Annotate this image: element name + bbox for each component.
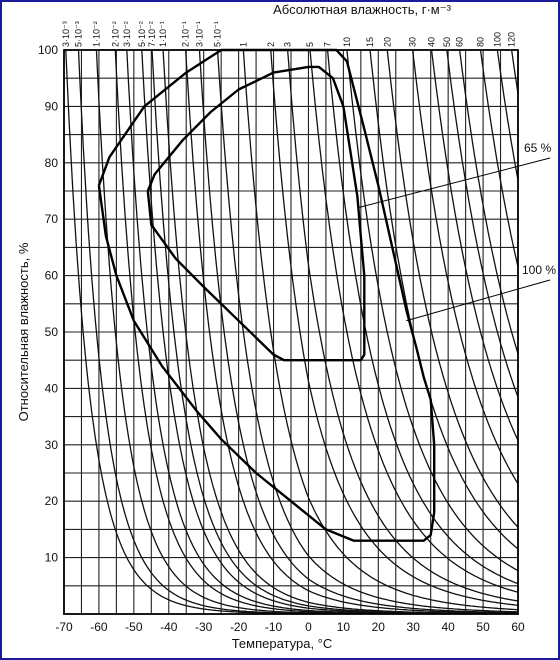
top-axis-tick-label: 1 (238, 42, 248, 47)
top-axis-tick-label: 1·10⁻¹ (158, 21, 168, 47)
x-tick-label: 20 (372, 620, 386, 634)
y-tick-labels: 10 20 30 40 50 60 70 80 90 100 (38, 43, 58, 565)
isoline-curve (412, 50, 518, 485)
top-axis-tick-label: 80 (476, 37, 486, 47)
top-axis-tick-label: 2·10⁻¹ (181, 21, 191, 47)
annotation-100-percent: 100 % (522, 263, 556, 277)
top-axis-tick-label: 40 (427, 37, 437, 47)
top-axis-tick-labels: 3·10⁻³ 5·10⁻³ 1·10⁻² 2·10⁻² 3·10⁻² 5·10⁻² 7·10… (61, 21, 517, 47)
top-axis-tick-label: 5·10⁻³ (73, 21, 83, 47)
top-axis-tick-label: 5·10⁻¹ (213, 21, 223, 47)
x-tick-label: -40 (160, 620, 178, 634)
isoline-curve (458, 50, 518, 354)
series-layer (97, 48, 436, 542)
isoline-curve (446, 50, 518, 398)
top-axis-tick-label: 30 (408, 37, 418, 47)
y-axis-label: Относительная влажность, % (16, 242, 31, 421)
top-axis-tick-label: 50 (442, 37, 452, 47)
x-axis-label: Температура, °C (232, 636, 333, 651)
x-tick-label: 30 (407, 620, 421, 634)
plot-border (63, 49, 519, 615)
isoline-curve (326, 50, 518, 585)
y-tick-label: 90 (45, 99, 59, 113)
isoline-curve (430, 50, 518, 441)
top-axis-tick-label: 7 (323, 42, 333, 47)
series-1-boundary-curve (97, 48, 436, 542)
isoline-curve (346, 50, 518, 572)
isoline-curve (242, 50, 518, 611)
x-tick-label: 40 (441, 620, 455, 634)
top-axis-tick-label: 3 (283, 42, 293, 47)
top-axis-tick-label: 1·10⁻² (91, 21, 101, 47)
isoline-curve (386, 50, 518, 528)
isoline-curve (286, 50, 518, 602)
isoline-curve (369, 50, 518, 550)
grid (63, 49, 519, 615)
top-axis-tick-label: 2·10⁻² (110, 21, 120, 47)
top-axis-tick-label: 5·10⁻² (137, 21, 147, 47)
isoline-curve (162, 50, 518, 614)
top-axis-tick-label: 10 (342, 37, 352, 47)
top-axis-tick-label: 15 (365, 37, 375, 47)
x-tick-label: -50 (125, 620, 143, 634)
y-tick-label: 100 (38, 43, 58, 57)
x-tick-label: 10 (337, 620, 351, 634)
isoline-curve (510, 50, 518, 94)
top-axis-title: Абсолютная влажность, г·м⁻³ (273, 2, 451, 17)
x-tick-label: 0 (305, 620, 312, 634)
isoline-curve (479, 50, 518, 268)
y-tick-label: 50 (45, 325, 59, 339)
top-axis-tick-label: 3·10⁻¹ (194, 21, 204, 47)
x-tick-label: -10 (265, 620, 283, 634)
top-axis-tick-label: 5 (305, 42, 315, 47)
top-axis-tick-label: 100 (492, 32, 502, 47)
top-axis-tick-label: 20 (382, 37, 392, 47)
top-axis-tick-label: 2 (266, 42, 276, 47)
isoline-curve (496, 50, 518, 181)
top-axis-tick-label: 120 (507, 32, 517, 47)
y-tick-label: 30 (45, 438, 59, 452)
series-2-boundary-curve (146, 65, 366, 362)
x-tick-label: 50 (476, 620, 490, 634)
x-tick-label: -60 (90, 620, 108, 634)
isoline-curve (270, 50, 518, 606)
x-tick-label: 60 (511, 620, 525, 634)
isoline-curve (198, 50, 518, 614)
annotation-100-leader-line (406, 279, 551, 322)
y-tick-label: 40 (45, 381, 59, 395)
y-tick-label: 20 (45, 494, 59, 508)
annotation-65-percent: 65 % (524, 141, 552, 155)
y-tick-label: 80 (45, 156, 59, 170)
top-axis-tick-label: 3·10⁻² (122, 21, 132, 47)
x-tick-label: -70 (55, 620, 73, 634)
top-axis-tick-label: 3·10⁻³ (61, 21, 71, 47)
y-tick-label: 60 (45, 269, 59, 283)
isoline-curve (185, 50, 518, 614)
y-tick-label: 70 (45, 212, 59, 226)
x-tick-label: -30 (195, 620, 213, 634)
x-tick-label: -20 (230, 620, 248, 634)
top-axis-tick-label: 7·10⁻² (147, 21, 157, 47)
x-tick-labels: -70 -60 -50 -40 -30 -20 -10 0 10 20 30 40 50 60 (55, 620, 525, 634)
isoline-curve (216, 50, 518, 613)
isoline-curve (126, 50, 518, 614)
top-axis-tick-label: 60 (455, 37, 465, 47)
y-tick-label: 10 (45, 551, 59, 565)
isoline-curve (309, 50, 518, 593)
